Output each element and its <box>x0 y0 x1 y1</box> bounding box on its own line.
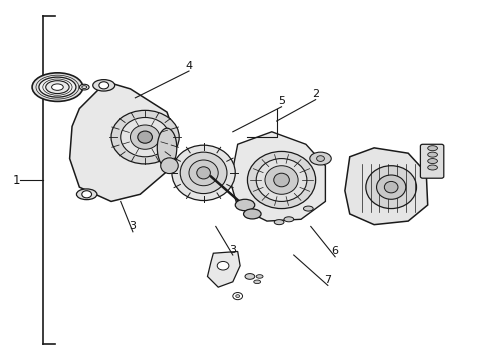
Ellipse shape <box>39 77 76 97</box>
Text: 6: 6 <box>332 247 339 256</box>
Ellipse shape <box>310 152 331 165</box>
Ellipse shape <box>197 167 210 179</box>
Ellipse shape <box>180 152 227 194</box>
Ellipse shape <box>172 145 235 201</box>
Ellipse shape <box>32 73 83 102</box>
Ellipse shape <box>157 128 177 167</box>
Text: 7: 7 <box>324 275 331 285</box>
Ellipse shape <box>111 111 179 164</box>
Text: 1: 1 <box>12 174 20 186</box>
Ellipse shape <box>256 275 263 278</box>
Ellipse shape <box>284 217 294 222</box>
Ellipse shape <box>254 280 261 284</box>
Ellipse shape <box>428 146 438 151</box>
Text: 3: 3 <box>129 221 136 231</box>
Ellipse shape <box>428 152 438 157</box>
Ellipse shape <box>384 181 398 193</box>
Text: 5: 5 <box>278 96 285 107</box>
Ellipse shape <box>79 84 89 90</box>
Ellipse shape <box>303 206 313 211</box>
Ellipse shape <box>428 165 438 170</box>
Ellipse shape <box>235 199 255 211</box>
Polygon shape <box>345 148 428 225</box>
Ellipse shape <box>46 81 69 94</box>
Circle shape <box>217 261 229 270</box>
Ellipse shape <box>189 160 218 186</box>
Ellipse shape <box>244 209 261 219</box>
Circle shape <box>99 82 109 89</box>
Ellipse shape <box>51 84 63 90</box>
Ellipse shape <box>366 166 416 208</box>
Ellipse shape <box>121 117 170 157</box>
Ellipse shape <box>428 158 438 163</box>
Circle shape <box>317 156 324 161</box>
Circle shape <box>236 295 240 297</box>
Ellipse shape <box>138 131 152 143</box>
FancyBboxPatch shape <box>420 144 444 178</box>
Circle shape <box>233 293 243 300</box>
Polygon shape <box>70 82 174 202</box>
Polygon shape <box>230 132 325 221</box>
Circle shape <box>82 191 92 198</box>
Ellipse shape <box>130 125 160 149</box>
Ellipse shape <box>76 189 97 200</box>
Ellipse shape <box>256 158 307 202</box>
Ellipse shape <box>274 220 284 225</box>
Polygon shape <box>207 251 240 287</box>
Ellipse shape <box>93 80 115 91</box>
Ellipse shape <box>274 173 289 187</box>
Text: 4: 4 <box>185 61 193 71</box>
Ellipse shape <box>376 175 406 199</box>
Text: 3: 3 <box>229 245 236 255</box>
Ellipse shape <box>245 274 255 279</box>
Ellipse shape <box>247 152 316 208</box>
Ellipse shape <box>161 158 178 174</box>
Text: 2: 2 <box>312 89 319 99</box>
Ellipse shape <box>265 166 298 194</box>
